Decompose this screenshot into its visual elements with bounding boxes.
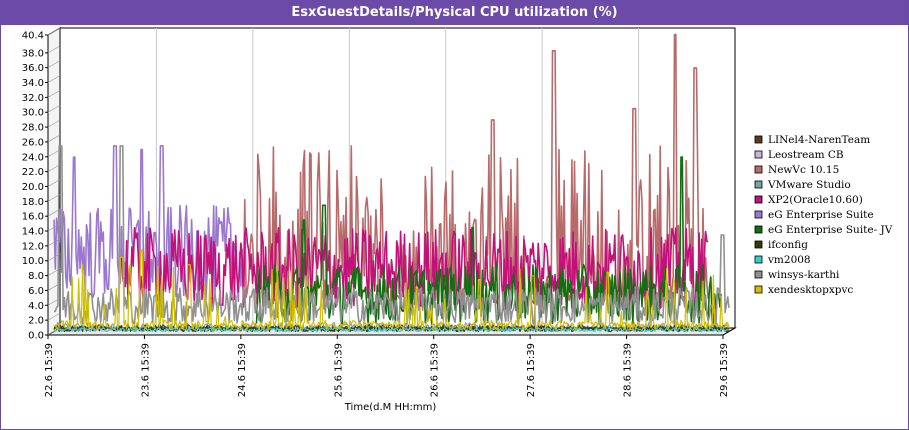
series-line <box>120 227 709 310</box>
cpu-utilization-chart: 0.0 2.0 4.0 6.0 8.0 10.0 12.0 14.0 16.0 18.0 20.0 2… <box>22 27 893 413</box>
legend-label: LINel4-NarenTeam <box>768 134 870 146</box>
legend-label: eG Enterprise Suite- JV <box>768 224 893 236</box>
legend-item: Leostream CB <box>754 149 844 161</box>
series-line <box>53 145 730 325</box>
x-tick-label: 23.6 15:39 <box>140 343 151 397</box>
y-tick-label: 6.0 <box>28 286 44 297</box>
legend-swatch <box>754 165 763 174</box>
series-layer <box>53 33 730 333</box>
y-tick-depth <box>47 45 61 54</box>
y-tick-label: 20.0 <box>22 182 44 193</box>
legend-label: NewVc 10.15 <box>768 164 839 176</box>
y-tick-depth <box>47 27 61 36</box>
legend-label: Leostream CB <box>768 149 844 161</box>
y-tick-depth <box>47 327 61 336</box>
legend-item: ifconfig <box>754 239 808 251</box>
legend-label: ifconfig <box>768 239 808 251</box>
y-axis-ticks: 0.0 2.0 4.0 6.0 8.0 10.0 12.0 14.0 16.0 18.0 20.0 2… <box>22 27 61 342</box>
y-tick-depth <box>47 104 61 113</box>
legend-swatch <box>754 255 763 264</box>
y-tick-label: 18.0 <box>22 197 44 208</box>
legend: LINel4-NarenTeam Leostream CB NewVc 10.15 V… <box>754 134 893 296</box>
x-tick-label: 29.6 15:39 <box>719 343 730 397</box>
x-tick-label: 26.6 15:39 <box>430 343 441 397</box>
y-tick-depth <box>47 238 61 247</box>
series-line <box>241 33 709 310</box>
legend-label: winsys-karthi <box>768 269 840 281</box>
legend-swatch <box>754 285 763 294</box>
x-tick-label: 22.6 15:39 <box>44 343 55 397</box>
legend-item: eG Enterprise Suite <box>754 209 874 221</box>
y-tick-depth <box>47 268 61 276</box>
legend-item: vm2008 <box>754 254 811 266</box>
legend-swatch <box>754 225 763 234</box>
x-tick-label: 27.6 15:39 <box>526 343 537 397</box>
y-tick-depth <box>47 298 61 306</box>
legend-item: NewVc 10.15 <box>754 164 839 176</box>
legend-label: VMware Studio <box>767 179 851 191</box>
y-tick-depth <box>47 179 61 187</box>
legend-item: eG Enterprise Suite- JV <box>754 224 893 236</box>
legend-swatch <box>754 210 763 219</box>
y-tick-depth <box>47 194 61 202</box>
y-tick-depth <box>47 253 61 262</box>
y-tick-depth <box>47 283 61 291</box>
x-tick-label: 28.6 15:39 <box>623 343 634 397</box>
y-tick-label: 28.0 <box>22 123 44 134</box>
y-tick-label: 24.0 <box>22 152 44 163</box>
y-tick-label: 2.0 <box>28 316 44 327</box>
y-tick-depth <box>47 208 61 217</box>
y-tick-label: 16.0 <box>22 212 44 223</box>
legend-swatch <box>754 135 763 144</box>
y-tick-label: 38.0 <box>22 48 44 59</box>
y-tick-depth <box>47 149 61 158</box>
y-tick-depth <box>47 119 61 128</box>
y-tick-label: 12.0 <box>22 241 44 252</box>
y-tick-label: 30.0 <box>22 108 44 119</box>
legend-item: xendesktopxpvc <box>754 284 853 296</box>
chart-title: EsxGuestDetails/Physical CPU utilization… <box>1 1 908 25</box>
series-line <box>53 249 730 330</box>
legend-swatch <box>754 270 763 279</box>
legend-item: VMware Studio <box>754 179 851 191</box>
depth-edge <box>722 327 736 336</box>
y-tick-depth <box>47 90 61 98</box>
legend-label: xendesktopxpvc <box>768 284 853 296</box>
x-axis-ticks: 22.6 15:39 23.6 15:39 24.6 15:39 25.6 15:39… <box>44 335 730 397</box>
y-tick-label: 36.0 <box>22 63 44 74</box>
axes <box>47 28 736 336</box>
series-line <box>53 327 730 333</box>
legend-swatch <box>754 240 763 249</box>
y-tick-label: 40.4 <box>22 31 44 42</box>
y-tick-depth <box>47 164 61 172</box>
legend-item: winsys-karthi <box>754 269 840 281</box>
y-tick-label: 22.0 <box>22 167 44 178</box>
legend-label: XP2(Oracle10.60) <box>768 194 863 206</box>
legend-label: eG Enterprise Suite <box>768 209 874 221</box>
y-tick-depth <box>47 312 61 321</box>
legend-swatch <box>754 180 763 189</box>
x-tick-label: 24.6 15:39 <box>237 343 248 397</box>
x-axis-label: Time(d.M HH:mm) <box>344 402 437 413</box>
y-tick-label: 8.0 <box>28 271 44 282</box>
y-tick-label: 26.0 <box>22 137 44 148</box>
y-tick-label: 0.0 <box>28 331 44 342</box>
y-tick-depth <box>47 134 61 143</box>
series-line <box>255 156 722 325</box>
x-tick-label: 25.6 15:39 <box>333 343 344 397</box>
y-tick-depth <box>47 223 61 232</box>
y-tick-label: 4.0 <box>28 301 44 312</box>
y-tick-depth <box>47 60 61 68</box>
y-tick-label: 10.0 <box>22 256 44 267</box>
y-tick-label: 34.0 <box>22 78 44 89</box>
legend-item: XP2(Oracle10.60) <box>754 194 863 206</box>
legend-swatch <box>754 150 763 159</box>
legend-swatch <box>754 195 763 204</box>
y-tick-label: 14.0 <box>22 227 44 238</box>
y-tick-depth <box>47 75 61 83</box>
legend-item: LINel4-NarenTeam <box>754 134 870 146</box>
y-tick-label: 32.0 <box>22 93 44 104</box>
legend-label: vm2008 <box>767 254 811 266</box>
